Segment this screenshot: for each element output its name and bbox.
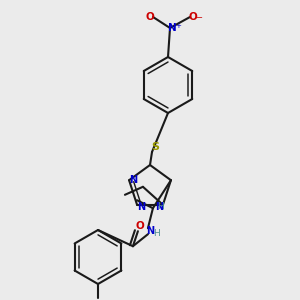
Text: O: O — [189, 12, 197, 22]
Text: O: O — [136, 221, 144, 231]
Text: H: H — [154, 229, 160, 238]
Text: O: O — [146, 12, 154, 22]
Text: +: + — [175, 23, 181, 29]
Text: N: N — [129, 175, 137, 185]
Text: S: S — [151, 142, 159, 152]
Text: H: H — [158, 202, 164, 211]
Text: N: N — [137, 202, 145, 212]
Text: −: − — [196, 14, 202, 22]
Text: N: N — [155, 202, 163, 212]
Text: N: N — [168, 23, 176, 33]
Text: N: N — [146, 226, 154, 236]
